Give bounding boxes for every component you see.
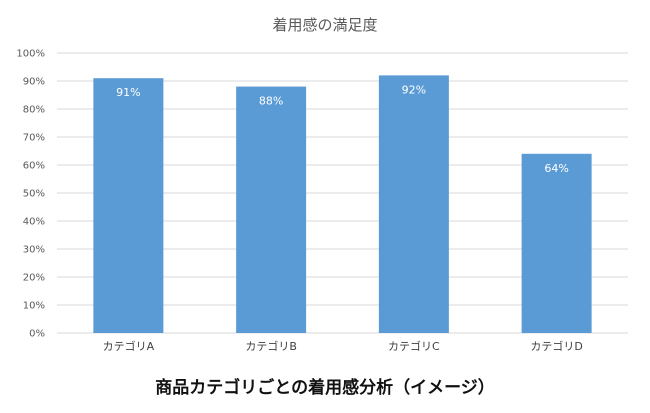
labels: 0% 10% 20% 30% 40% 50% 60% 70% 80% 90% 100% 91% カテゴリ… <box>16 49 582 354</box>
y-tick-label: 0% <box>29 329 45 340</box>
chart-title: 着用感の満足度 <box>272 16 377 34</box>
y-tick-label: 80% <box>23 105 45 116</box>
y-tick-label: 100% <box>16 49 45 60</box>
y-tick-label: 40% <box>23 217 45 228</box>
y-tick-label: 70% <box>23 133 45 144</box>
y-tick-label: 90% <box>23 77 45 88</box>
y-tick-label: 50% <box>23 189 45 200</box>
data-label: 91% <box>116 86 140 99</box>
bar-1 <box>93 78 164 333</box>
x-tick-label: カテゴリB <box>245 339 297 353</box>
x-tick-label: カテゴリD <box>530 339 582 353</box>
x-tick-label: カテゴリA <box>103 339 155 353</box>
x-tick-label: カテゴリC <box>388 339 440 353</box>
data-label: 92% <box>402 83 426 96</box>
bars <box>93 75 592 334</box>
bar-3 <box>378 75 449 334</box>
y-tick-label: 10% <box>23 301 45 312</box>
y-tick-label: 60% <box>23 161 45 172</box>
data-label: 88% <box>259 95 283 108</box>
bar-4 <box>521 153 592 333</box>
data-label: 64% <box>544 162 568 175</box>
bar-2 <box>236 86 307 333</box>
y-tick-label: 20% <box>23 273 45 284</box>
figure-caption: 商品カテゴリごとの着用感分析（イメージ） <box>155 377 495 398</box>
y-tick-label: 30% <box>23 245 45 256</box>
